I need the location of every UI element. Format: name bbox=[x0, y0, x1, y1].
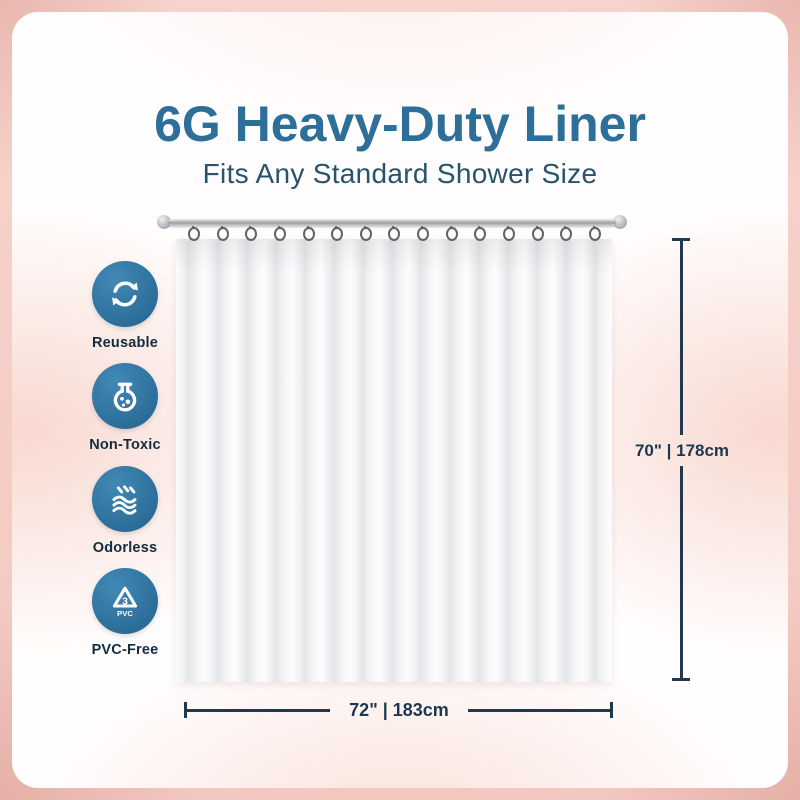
feature-label: Reusable bbox=[91, 335, 159, 351]
feature-pvc-free: 3 PVC PVC-Free bbox=[73, 568, 177, 658]
odorless-layers-icon bbox=[92, 466, 158, 532]
rod-finial-right bbox=[613, 215, 627, 229]
curtain-hook-icon bbox=[417, 221, 430, 241]
pvc-free-recycle-icon: 3 PVC bbox=[112, 586, 138, 618]
shower-rod bbox=[168, 219, 616, 226]
curtain-hook-icon bbox=[188, 221, 200, 241]
feature-label: PVC-Free bbox=[91, 642, 159, 658]
recycle-code-label: PVC bbox=[117, 609, 133, 618]
height-dimension-tick-bottom bbox=[672, 678, 690, 681]
height-dimension-label: 70" | 178cm bbox=[634, 441, 730, 460]
page-subtitle: Fits Any Standard Shower Size bbox=[202, 158, 598, 189]
width-dimension-line-right bbox=[468, 709, 610, 712]
feature-label: Non-Toxic bbox=[89, 437, 161, 453]
reusable-arrows-icon bbox=[112, 281, 138, 307]
feature-reusable: Reusable bbox=[73, 261, 177, 351]
width-dimension-line-left bbox=[187, 709, 330, 712]
height-dimension-line-upper bbox=[680, 241, 683, 435]
non-toxic-flask-icon bbox=[113, 382, 137, 412]
pvc-free-recycle-icon: 3 PVC bbox=[92, 568, 158, 634]
reusable-arrows-icon bbox=[92, 261, 158, 327]
page-title: 6G Heavy-Duty Liner bbox=[154, 96, 646, 152]
rod-finial-left bbox=[157, 215, 171, 229]
non-toxic-flask-icon bbox=[92, 363, 158, 429]
recycle-code-number: 3 bbox=[122, 595, 128, 607]
curtain-hooks-row bbox=[188, 221, 601, 243]
feature-non-toxic: Non-Toxic bbox=[73, 363, 177, 453]
feature-odorless: Odorless bbox=[73, 466, 177, 556]
width-dimension-tick-right bbox=[610, 702, 613, 718]
odorless-layers-icon bbox=[112, 485, 137, 515]
width-dimension-label: 72" | 183cm bbox=[349, 700, 449, 720]
feature-label: Odorless bbox=[92, 540, 158, 556]
height-dimension-tick-top bbox=[672, 238, 690, 241]
width-dimension-tick-left bbox=[184, 702, 187, 718]
shower-curtain-image bbox=[176, 239, 612, 682]
height-dimension-line-lower bbox=[680, 466, 683, 679]
